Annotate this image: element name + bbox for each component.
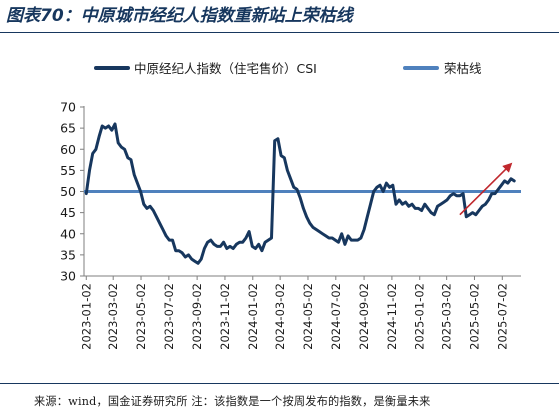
title-rule — [0, 32, 559, 33]
x-tick-label: 2024-01-02 — [246, 283, 260, 350]
x-tick-label: 2025-07-02 — [495, 283, 509, 350]
line-chart: 中原经纪人指数（住宅售价）CSI 荣枯线 30 35 40 45 50 55 60 65 70 20… — [60, 61, 521, 350]
x-tick-label: 2023-11-02 — [218, 283, 232, 350]
series-line-csi — [84, 122, 516, 265]
x-tick-label: 2023-01-02 — [79, 283, 93, 350]
x-tick-label: 2024-07-02 — [329, 283, 343, 350]
y-tick-label: 70 — [60, 100, 76, 115]
y-tick-label: 40 — [60, 226, 76, 241]
y-tick-label: 60 — [60, 142, 76, 157]
trend-arrow — [459, 162, 513, 216]
x-tick-label: 2023-03-02 — [106, 283, 120, 350]
x-tick-label: 2024-05-02 — [301, 283, 315, 350]
chart-annotations — [459, 162, 513, 216]
x-tick-label: 2023-09-02 — [190, 283, 204, 350]
chart-legend: 中原经纪人指数（住宅售价）CSI 荣枯线 — [94, 61, 482, 76]
x-tick-label: 2023-05-02 — [134, 283, 148, 350]
y-tick-label: 35 — [60, 247, 76, 262]
source-note: 来源：wind，国金证券研究所 注：该指数是一个按周发布的指数，是衡量未来 — [34, 395, 431, 408]
x-tick-label: 2025-03-02 — [440, 283, 454, 350]
y-tick-label: 45 — [60, 205, 76, 220]
x-tick-label: 2024-09-02 — [357, 283, 371, 350]
y-tick-label: 55 — [60, 163, 76, 178]
footer-rule — [0, 383, 559, 384]
y-tick-label: 50 — [60, 184, 76, 199]
legend-label-csi: 中原经纪人指数（住宅售价）CSI — [134, 61, 317, 76]
x-tick-label: 2025-05-02 — [467, 283, 481, 350]
series-lines — [84, 122, 516, 265]
x-tick-label: 2024-03-02 — [273, 283, 287, 350]
y-tick-label: 30 — [60, 269, 76, 284]
x-tick-label: 2024-11-02 — [385, 283, 399, 350]
figure-title: 图表70：中原城市经纪人指数重新站上荣枯线 — [6, 6, 353, 26]
x-tick-label: 2025-01-02 — [413, 283, 427, 350]
chart-axes: 30 35 40 45 50 55 60 65 70 2023-01-02 2023-03-02 20… — [60, 100, 521, 350]
y-tick-label: 65 — [60, 121, 76, 136]
x-tick-label: 2023-07-02 — [162, 283, 176, 350]
legend-label-threshold: 荣枯线 — [444, 61, 482, 76]
